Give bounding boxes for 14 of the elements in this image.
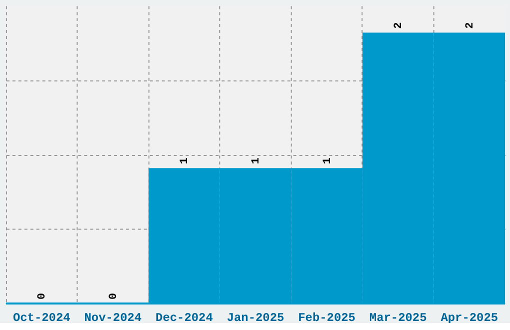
data-label: 0 (108, 292, 120, 300)
data-label: 0 (36, 292, 49, 300)
data-label: 2 (464, 22, 476, 29)
x-tick-label: Apr-2025 (440, 310, 498, 325)
data-label: 2 (393, 22, 406, 29)
x-tick-label: Nov-2024 (84, 310, 142, 325)
data-label: 1 (250, 157, 262, 164)
x-tick-label: Mar-2025 (369, 310, 427, 325)
data-label: 1 (322, 157, 334, 164)
x-tick-label: Feb-2025 (298, 310, 356, 325)
data-label: 1 (179, 157, 192, 164)
x-tick-label: Oct-2024 (12, 310, 70, 325)
x-tick-label: Dec-2024 (156, 310, 213, 325)
x-tick-label: Jan-2025 (226, 310, 284, 325)
